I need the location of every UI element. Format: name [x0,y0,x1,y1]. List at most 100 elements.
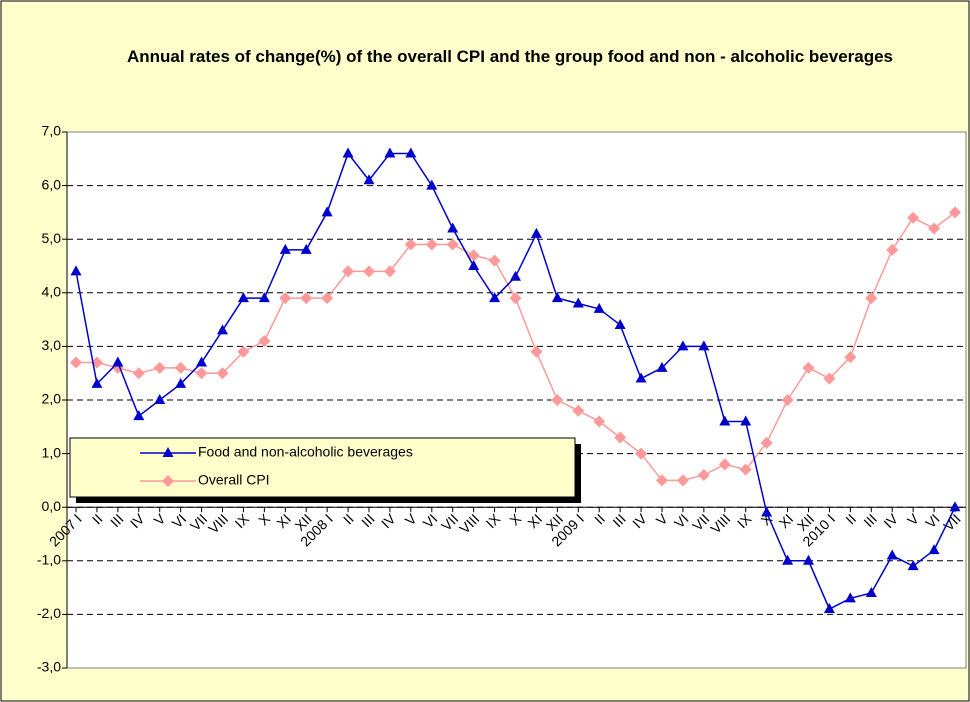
triangle-marker [91,377,103,388]
triangle-marker [928,544,940,555]
triangle-marker [384,147,396,158]
diamond-marker [383,265,396,278]
diamond-marker [342,265,355,278]
triangle-marker [300,243,312,254]
diamond-marker [718,458,731,471]
triangle-marker [405,147,417,158]
triangle-marker [907,560,919,571]
diamond-marker [656,474,668,487]
diamond-marker [258,335,271,348]
y-tick-label: -3,0 [37,659,61,675]
diamond-marker [404,238,417,251]
diamond-marker [739,463,752,476]
diamond-marker [823,372,836,385]
triangle-marker [112,356,124,367]
triangle-marker [761,506,773,517]
triangle-marker [865,586,877,597]
triangle-marker [321,206,333,217]
legend-label: Overall CPI [198,472,270,488]
diamond-marker [162,475,174,487]
diamond-marker [551,394,564,406]
y-tick-label: 7,0 [42,123,62,139]
diamond-marker [488,254,501,267]
triangle-marker [698,340,710,351]
triangle-marker [782,554,794,565]
y-tick-label: 3,0 [42,337,62,353]
triangle-marker [593,302,605,313]
y-tick-label: 2,0 [42,391,62,407]
diamond-marker [760,436,773,449]
diamond-marker [132,367,145,380]
chart-title: Annual rates of change(%) of the overall… [126,47,894,66]
diamond-marker [802,361,815,374]
triangle-marker [510,270,521,281]
diamond-marker [300,292,313,305]
triangle-marker [719,415,731,426]
triangle-marker [530,227,542,238]
diamond-marker [697,469,710,482]
diamond-marker [886,243,899,256]
triangle-marker [196,356,208,367]
triangle-marker [70,265,82,276]
diamond-marker [174,361,187,374]
triangle-marker [426,179,438,190]
y-tick-label: 4,0 [42,284,62,300]
y-tick-label: -1,0 [37,552,61,568]
y-tick-label: -2,0 [37,605,61,621]
diamond-marker [907,211,920,224]
diamond-marker [237,345,250,358]
diamond-marker [928,222,941,235]
triangle-marker [572,297,584,308]
triangle-marker [258,292,270,303]
diamond-marker [865,292,878,305]
triangle-marker [217,324,228,335]
triangle-marker [162,447,174,457]
triangle-marker [342,147,354,158]
triangle-marker [447,222,459,233]
diamond-marker [844,351,857,364]
triangle-marker [635,372,647,383]
triangle-marker [656,361,668,372]
diamond-marker [446,238,459,251]
diamond-marker [614,431,627,444]
diamond-marker [949,206,961,219]
diamond-marker [530,345,543,358]
triangle-marker [468,260,480,270]
legend-box [69,437,576,498]
y-tick-label: 5,0 [42,230,62,246]
triangle-marker [677,340,689,351]
triangle-marker [844,592,856,603]
triangle-marker [949,501,961,512]
triangle-marker [133,410,145,421]
y-tick-label: 0,0 [42,498,62,514]
triangle-marker [823,603,835,614]
diamond-marker [509,292,522,305]
diamond-marker [781,394,794,406]
triangle-marker [237,292,249,303]
diamond-marker [279,292,292,305]
triangle-marker [886,549,898,560]
triangle-marker [551,292,563,303]
legend-label: Food and non-alcoholic beverages [198,444,413,460]
triangle-marker [175,377,187,388]
diamond-marker [153,361,166,374]
diamond-marker [467,249,480,262]
triangle-marker [279,243,291,254]
y-tick-label: 1,0 [42,444,62,460]
triangle-marker [803,554,814,565]
diamond-marker [363,265,375,278]
triangle-marker [154,394,166,404]
triangle-marker [363,174,375,185]
diamond-marker [572,404,585,417]
triangle-marker [614,318,626,329]
diamond-marker [70,356,82,369]
triangle-marker [489,292,501,303]
diamond-marker [593,415,606,428]
diamond-marker [216,367,229,380]
diamond-marker [195,367,208,380]
diamond-marker [635,447,648,460]
triangle-marker [740,415,752,426]
y-tick-label: 6,0 [42,176,62,192]
